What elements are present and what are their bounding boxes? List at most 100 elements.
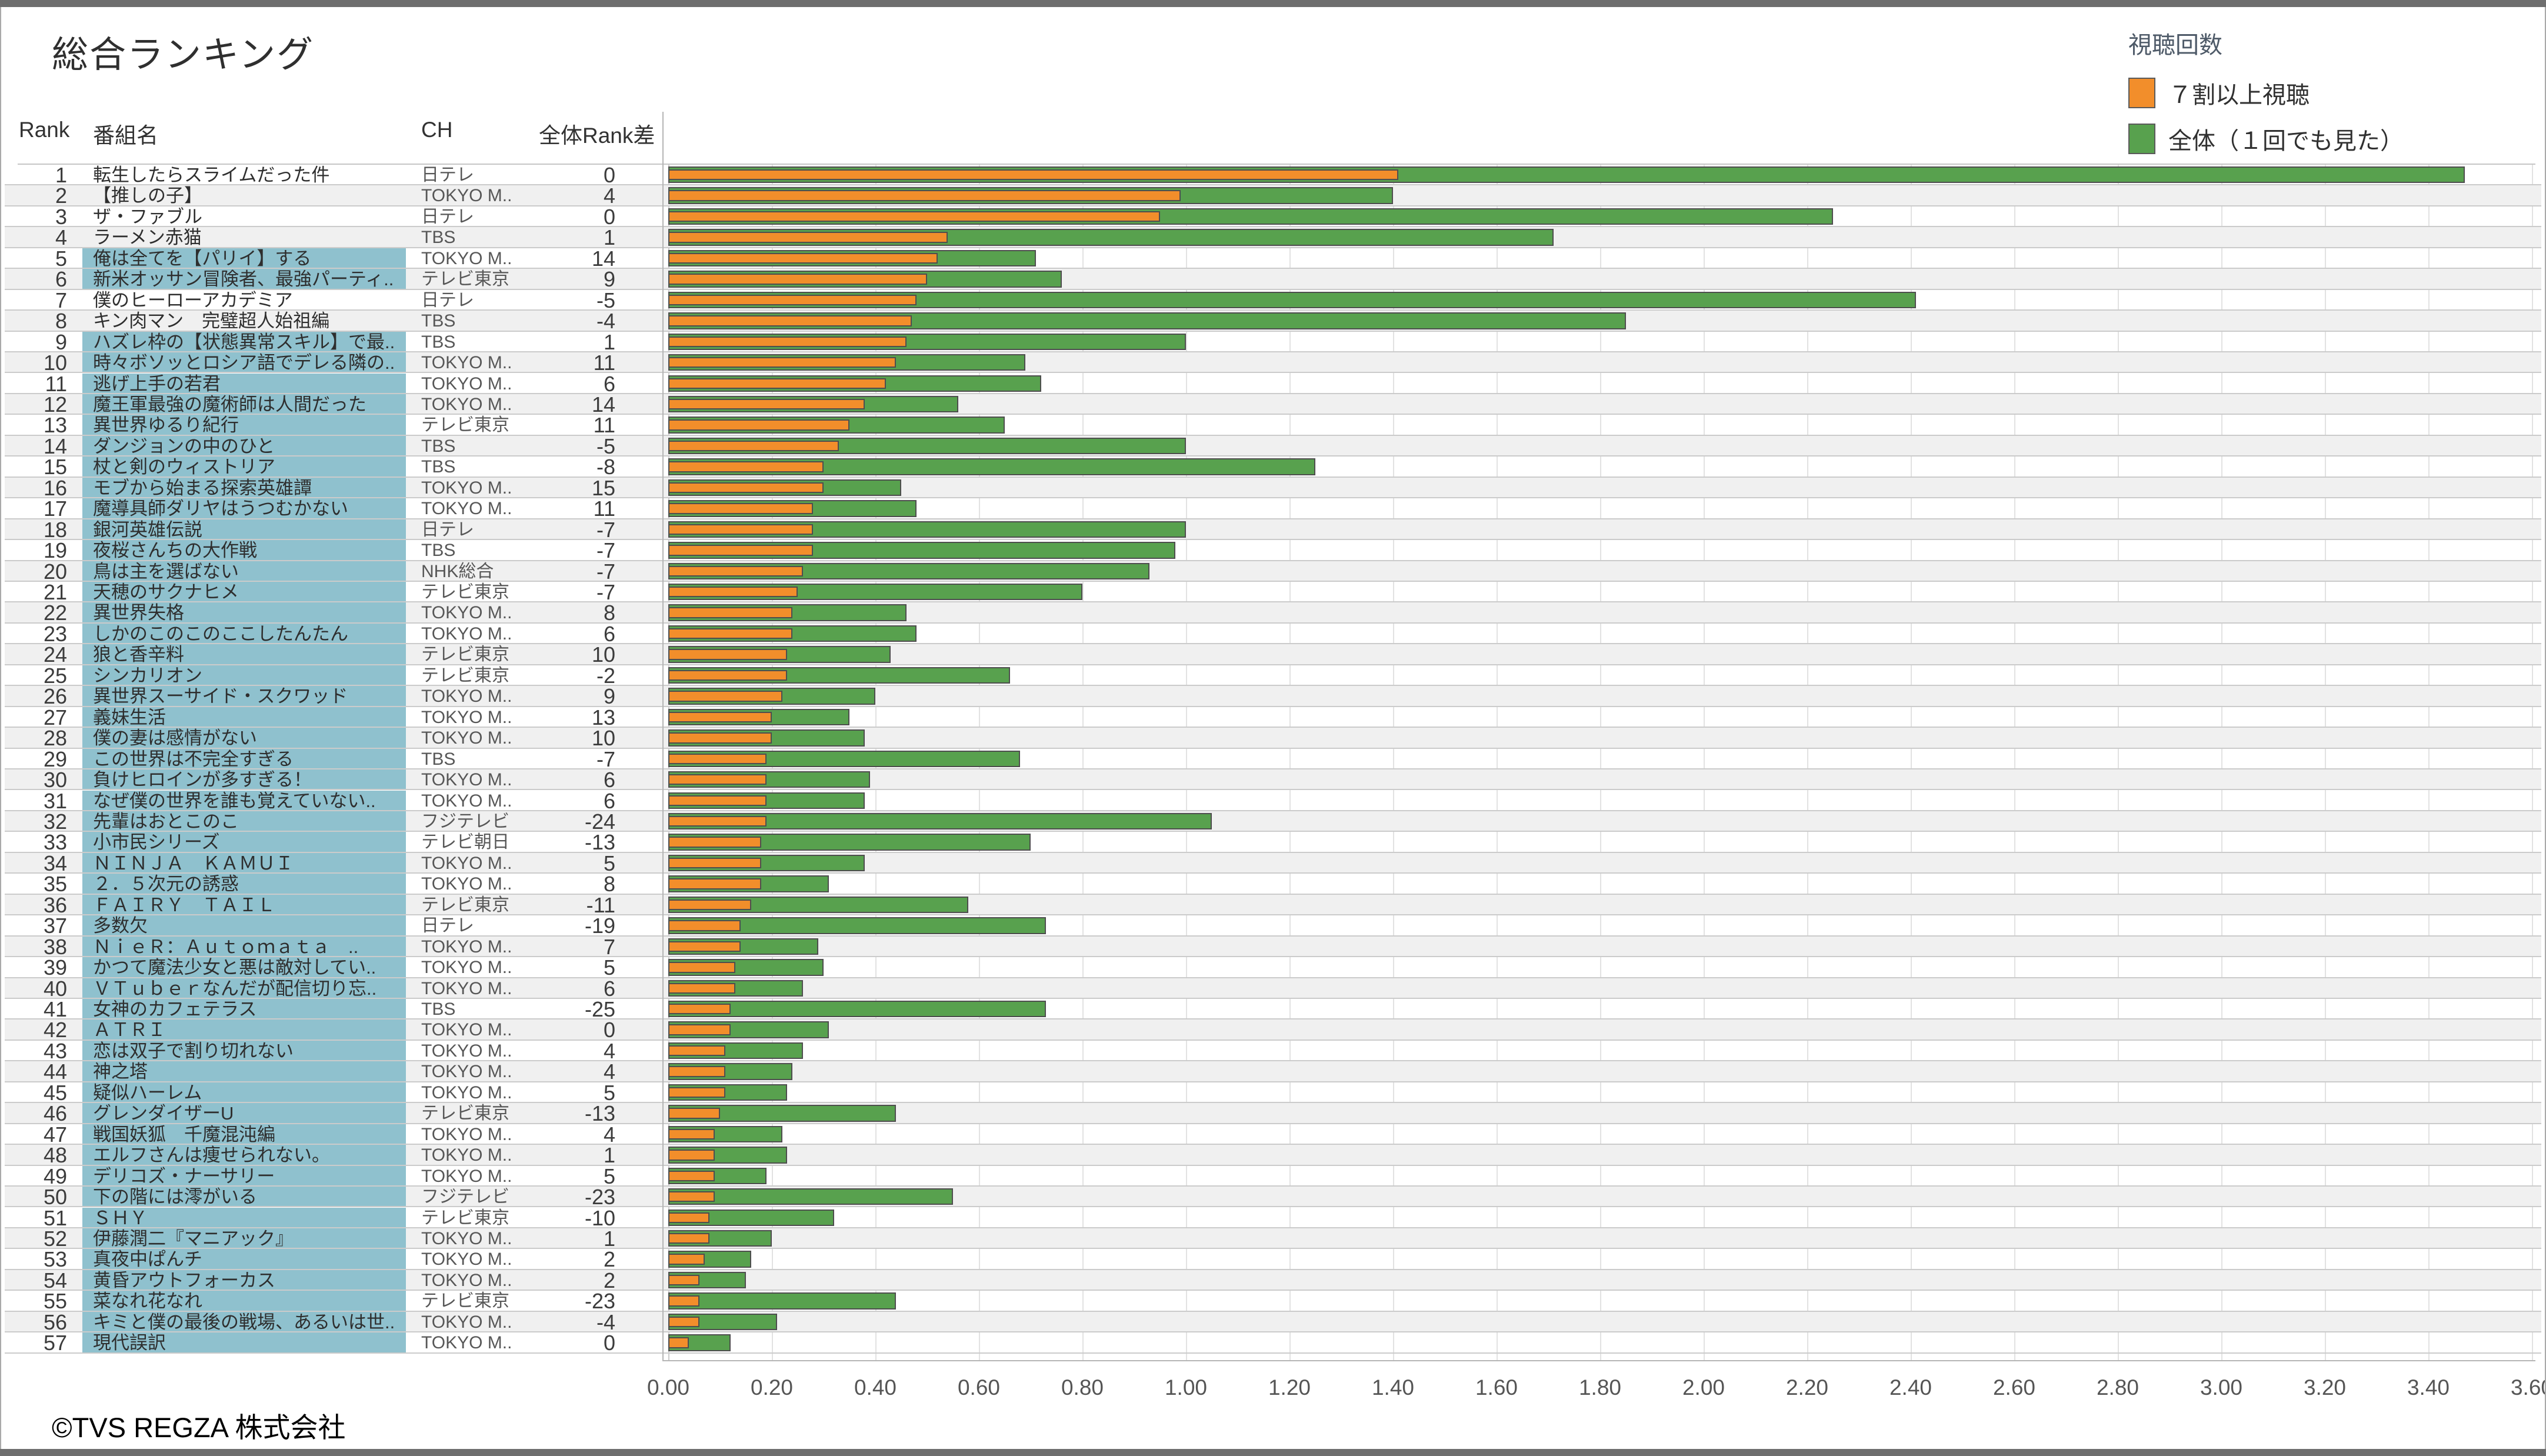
program-name[interactable]: ザ・ファブル (93, 206, 202, 226)
table-row[interactable]: 23 しかのこのこのここしたんたん TOKYO M.. 6 (5, 623, 2541, 645)
program-name[interactable]: ＮＩＮＪＡ ＫＡＭＵＩ (82, 852, 406, 873)
program-name[interactable]: グレンダイザーU (82, 1103, 406, 1123)
table-row[interactable]: 4 ラーメン赤猫 TBS 1 (5, 227, 2541, 248)
program-name[interactable]: 異世界失格 (82, 602, 406, 622)
table-row[interactable]: 42 ＡＴＲＩ TOKYO M.. 0 (5, 1019, 2541, 1041)
bar-watched-70pct[interactable] (668, 336, 907, 348)
program-name[interactable]: 異世界スーサイド・スクワッド (82, 686, 406, 706)
table-row[interactable]: 53 真夜中ぱんチ TOKYO M.. 2 (5, 1249, 2541, 1270)
table-row[interactable]: 17 魔導具師ダリヤはうつむかない TOKYO M.. 11 (5, 498, 2541, 519)
table-row[interactable]: 40 ＶＴｕｂｅｒなんだが配信切り忘.. TOKYO M.. 6 (5, 978, 2541, 999)
bar-all-viewers[interactable] (668, 834, 1031, 851)
bar-all-viewers[interactable] (668, 1001, 1047, 1018)
table-row[interactable]: 5 俺は全てを【パリイ】する TOKYO M.. 14 (5, 248, 2541, 269)
table-row[interactable]: 46 グレンダイザーU テレビ東京 -13 (5, 1103, 2541, 1124)
table-row[interactable]: 24 狼と香辛料 テレビ東京 10 (5, 644, 2541, 665)
program-name[interactable]: キミと僕の最後の戦場、あるいは世.. (82, 1311, 406, 1332)
bar-watched-70pct[interactable] (668, 1024, 731, 1035)
bar-watched-70pct[interactable] (668, 962, 736, 973)
column-header-rank[interactable]: Rank (19, 118, 70, 142)
program-name[interactable]: 魔導具師ダリヤはうつむかない (82, 498, 406, 518)
bar-watched-70pct[interactable] (668, 753, 767, 765)
program-name[interactable]: 夜桜さんちの大作戦 (82, 540, 406, 560)
bar-watched-70pct[interactable] (668, 774, 767, 785)
program-name[interactable]: 新米オッサン冒険者、最強パーティ.. (82, 269, 406, 289)
program-name[interactable]: ＳＨＹ (82, 1207, 406, 1227)
bar-watched-70pct[interactable] (668, 815, 767, 827)
program-name[interactable]: ＶＴｕｂｅｒなんだが配信切り忘.. (82, 978, 406, 998)
table-row[interactable]: 44 神之塔 TOKYO M.. 4 (5, 1061, 2541, 1082)
table-row[interactable]: 50 下の階には澪がいる フジテレビ -23 (5, 1187, 2541, 1208)
bar-watched-70pct[interactable] (668, 920, 741, 931)
bar-watched-70pct[interactable] (668, 1004, 731, 1015)
program-name[interactable]: 現代誤訳 (82, 1332, 406, 1352)
column-header-ch[interactable]: CH (421, 118, 453, 142)
program-name[interactable]: 時々ボソッとロシア語でデレる隣の.. (82, 352, 406, 372)
bar-watched-70pct[interactable] (668, 398, 865, 410)
program-name[interactable]: モブから始まる探索英雄譚 (82, 477, 406, 498)
column-header-name[interactable]: 番組名 (93, 124, 158, 148)
table-row[interactable]: 16 モブから始まる探索英雄譚 TOKYO M.. 15 (5, 477, 2541, 499)
program-name[interactable]: 黄昏アウトフォーカス (82, 1270, 406, 1290)
bar-watched-70pct[interactable] (668, 1212, 710, 1223)
table-row[interactable]: 36 ＦＡＩＲＹ ＴＡＩＬ テレビ東京 -11 (5, 894, 2541, 916)
bar-watched-70pct[interactable] (668, 669, 788, 681)
table-row[interactable]: 31 なぜ僕の世界を誰も覚えていない.. TOKYO M.. 6 (5, 790, 2541, 811)
bar-watched-70pct[interactable] (668, 294, 917, 306)
bar-watched-70pct[interactable] (668, 1232, 710, 1244)
table-row[interactable]: 57 現代誤訳 TOKYO M.. 0 (5, 1332, 2541, 1354)
table-row[interactable]: 10 時々ボソッとロシア語でデレる隣の.. TOKYO M.. 11 (5, 352, 2541, 374)
table-row[interactable]: 43 恋は双子で割り切れない TOKYO M.. 4 (5, 1040, 2541, 1062)
program-name[interactable]: 伊藤潤二『マニアック』 (82, 1228, 406, 1248)
program-name[interactable]: 義妹生活 (82, 707, 406, 727)
program-name[interactable]: 天穂のサクナヒメ (82, 582, 406, 602)
program-name[interactable]: 逃げ上手の若君 (82, 373, 406, 393)
bar-watched-70pct[interactable] (668, 545, 814, 556)
bar-watched-70pct[interactable] (668, 899, 751, 911)
table-row[interactable]: 18 銀河英雄伝説 日テレ -7 (5, 519, 2541, 541)
table-row[interactable]: 21 天穂のサクナヒメ テレビ東京 -7 (5, 582, 2541, 603)
bar-watched-70pct[interactable] (668, 941, 741, 952)
table-row[interactable]: 32 先輩はおとこのこ フジテレビ -24 (5, 811, 2541, 832)
table-row[interactable]: 20 鳥は主を選ばない NHK総合 -7 (5, 561, 2541, 582)
bar-watched-70pct[interactable] (668, 628, 793, 639)
program-name[interactable]: 先輩はおとこのこ (82, 811, 406, 831)
bar-watched-70pct[interactable] (668, 1066, 725, 1077)
program-name[interactable]: 戦国妖狐 千魔混沌編 (82, 1124, 406, 1144)
bar-watched-70pct[interactable] (668, 1337, 689, 1348)
bar-all-viewers[interactable] (668, 812, 1212, 830)
bar-watched-70pct[interactable] (668, 169, 1398, 181)
table-row[interactable]: 2 【推しの子】 TOKYO M.. 4 (5, 185, 2541, 206)
program-name[interactable]: 恋は双子で割り切れない (82, 1040, 406, 1061)
bar-watched-70pct[interactable] (668, 1045, 725, 1057)
bar-watched-70pct[interactable] (668, 357, 897, 368)
program-name[interactable]: この世界は不完全すぎる (82, 748, 406, 769)
bar-watched-70pct[interactable] (668, 837, 762, 848)
table-row[interactable]: 48 エルフさんは痩せられない。 TOKYO M.. 1 (5, 1145, 2541, 1166)
bar-watched-70pct[interactable] (668, 524, 814, 535)
bar-watched-70pct[interactable] (668, 691, 782, 702)
legend-item-watched70[interactable]: ７割以上視聴 (2128, 76, 2404, 109)
table-row[interactable]: 52 伊藤潤二『マニアック』 TOKYO M.. 1 (5, 1228, 2541, 1250)
bar-all-viewers[interactable] (668, 208, 1833, 225)
table-row[interactable]: 33 小市民シリーズ テレビ朝日 -13 (5, 832, 2541, 853)
program-name[interactable]: 菜なれ花なれ (82, 1291, 406, 1311)
bar-watched-70pct[interactable] (668, 419, 849, 431)
program-name[interactable]: ラーメン赤猫 (93, 227, 202, 247)
table-row[interactable]: 56 キミと僕の最後の戦場、あるいは世.. TOKYO M.. -4 (5, 1311, 2541, 1333)
column-header-rank-diff[interactable]: 全体Rank差 (539, 124, 655, 148)
program-name[interactable]: 多数欠 (82, 915, 406, 935)
bar-watched-70pct[interactable] (668, 607, 793, 618)
bar-watched-70pct[interactable] (668, 378, 886, 389)
program-name[interactable]: 僕のヒーローアカデミア (93, 289, 293, 310)
table-row[interactable]: 8 キン肉マン 完璧超人始祖編 TBS -4 (5, 311, 2541, 332)
table-row[interactable]: 28 僕の妻は感情がない TOKYO M.. 10 (5, 728, 2541, 749)
program-name[interactable]: 神之塔 (82, 1061, 406, 1081)
table-row[interactable]: 39 かつて魔法少女と悪は敵対してい.. TOKYO M.. 5 (5, 957, 2541, 978)
table-row[interactable]: 54 黄昏アウトフォーカス TOKYO M.. 2 (5, 1270, 2541, 1291)
program-name[interactable]: 杖と剣のウィストリア (82, 457, 406, 477)
table-row[interactable]: 30 負けヒロインが多すぎる！ TOKYO M.. 6 (5, 769, 2541, 791)
bar-watched-70pct[interactable] (668, 232, 948, 243)
table-row[interactable]: 49 デリコズ・ナーサリー TOKYO M.. 5 (5, 1165, 2541, 1187)
bar-watched-70pct[interactable] (668, 878, 762, 889)
